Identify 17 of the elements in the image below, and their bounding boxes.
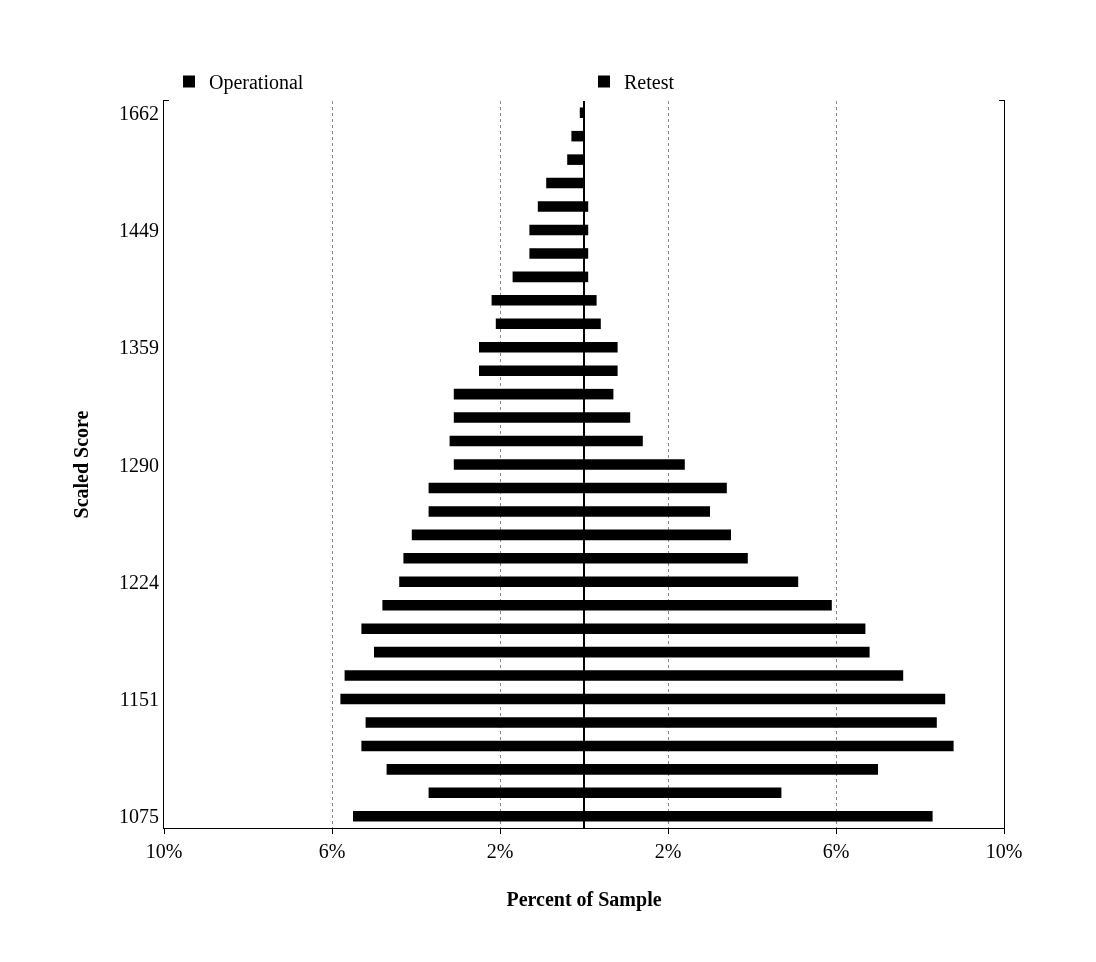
x-tick-label: 10% xyxy=(145,840,183,862)
x-tick-label: 2% xyxy=(486,840,514,862)
y-tick-label: 1359 xyxy=(119,336,159,359)
x-tick-label: 10% xyxy=(985,840,1023,862)
x-tick-label: 2% xyxy=(654,840,682,862)
y-axis-title: Scaled Score xyxy=(69,410,92,519)
x-axis-title: Percent of Sample xyxy=(506,887,662,911)
y-tick-label: 1075 xyxy=(119,805,159,828)
y-tick-label: 1449 xyxy=(119,218,159,241)
y-tick-label: 1662 xyxy=(119,101,159,124)
x-tick-label: 6% xyxy=(318,840,346,862)
y-tick-label: 1151 xyxy=(119,688,159,711)
legend-label: Retest xyxy=(624,71,675,94)
y-tick-label: 1224 xyxy=(119,570,159,593)
y-tick-label: 1290 xyxy=(119,453,159,476)
x-tick-label: 6% xyxy=(822,840,850,862)
legend-label: Operational xyxy=(209,71,304,95)
